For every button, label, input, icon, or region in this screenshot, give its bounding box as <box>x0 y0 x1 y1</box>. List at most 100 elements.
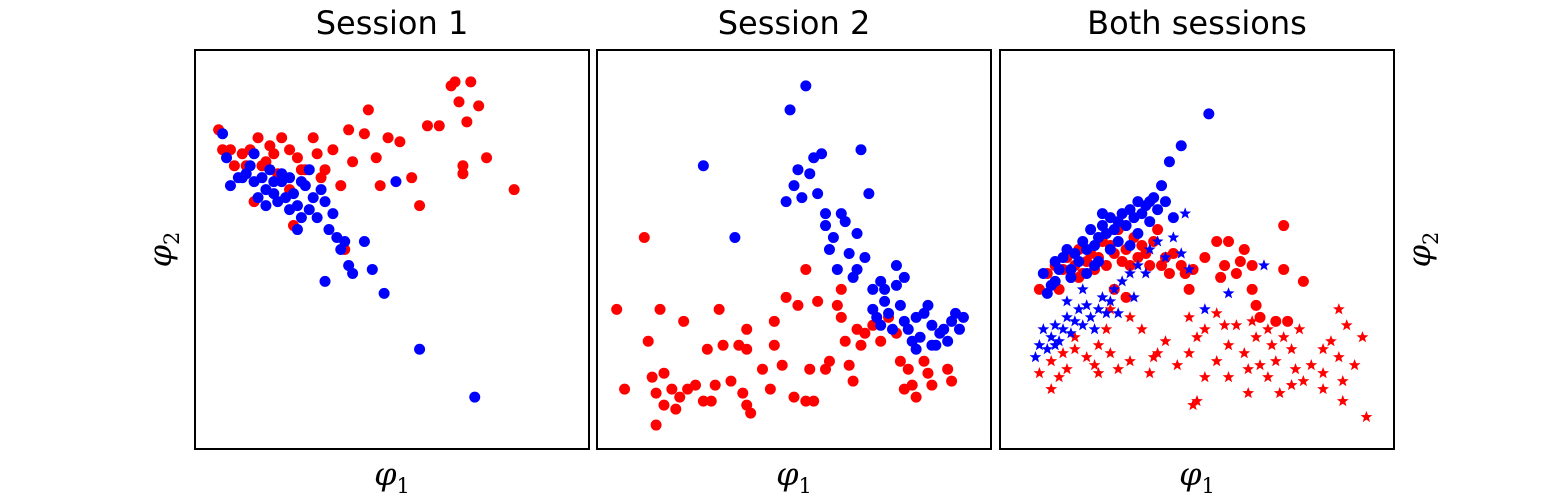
data-point-star <box>1132 259 1144 271</box>
data-point <box>658 399 670 411</box>
data-point <box>804 168 816 180</box>
data-point <box>705 395 717 407</box>
data-point <box>839 335 851 347</box>
data-point-star <box>1336 374 1349 387</box>
data-point <box>323 224 335 236</box>
data-point <box>768 315 780 327</box>
x-axis-label: φ1 <box>1179 455 1215 498</box>
data-point <box>1270 315 1282 327</box>
data-point-star <box>1159 251 1172 263</box>
data-point-star <box>1124 267 1136 279</box>
data-point <box>343 124 355 136</box>
data-point-star <box>1250 331 1262 343</box>
data-point <box>642 335 654 347</box>
series-red-circle <box>213 76 520 255</box>
data-point-star <box>1348 359 1361 371</box>
data-point-star <box>1191 331 1203 343</box>
data-point <box>1215 271 1227 283</box>
data-point-star <box>1317 343 1329 355</box>
data-point <box>1156 180 1168 192</box>
data-point <box>465 76 477 88</box>
data-point <box>1085 224 1097 236</box>
data-point <box>1120 220 1132 232</box>
data-point-star <box>1068 331 1081 343</box>
data-point <box>678 315 690 327</box>
data-point <box>1175 140 1187 152</box>
data-point-star <box>1112 307 1125 319</box>
data-point-star <box>1277 331 1290 343</box>
data-point-star <box>1317 382 1329 395</box>
data-point <box>847 375 859 387</box>
data-point-star <box>1112 363 1125 375</box>
data-point <box>918 355 930 367</box>
data-point <box>481 152 493 164</box>
data-point-star <box>1254 359 1266 371</box>
series-blue-circle <box>1037 108 1215 299</box>
data-point <box>394 136 406 148</box>
data-point-star <box>1171 359 1184 371</box>
data-point <box>800 263 812 275</box>
data-point <box>788 391 800 403</box>
data-point-star <box>1053 335 1065 347</box>
data-point-star <box>1045 382 1058 395</box>
data-point-star <box>1230 319 1243 331</box>
data-point <box>855 144 867 156</box>
data-point <box>792 299 804 311</box>
data-point-star <box>1360 410 1373 423</box>
data-point-star <box>1159 335 1172 347</box>
data-point <box>1112 236 1124 248</box>
data-point-star <box>1100 323 1113 335</box>
data-point <box>433 120 445 132</box>
data-point-star <box>1092 303 1105 315</box>
data-point-star <box>1045 331 1058 343</box>
data-point <box>1278 263 1290 275</box>
data-point-star <box>1124 355 1136 367</box>
data-point <box>745 407 757 419</box>
data-point <box>922 367 934 379</box>
data-point <box>843 359 855 371</box>
data-point <box>812 295 824 307</box>
data-point-star <box>1061 363 1073 375</box>
data-point <box>1297 275 1309 287</box>
data-point <box>820 208 832 220</box>
data-point <box>776 359 788 371</box>
data-point <box>839 216 851 228</box>
data-point <box>938 323 950 335</box>
data-point <box>1203 108 1215 120</box>
data-point-star <box>1187 398 1199 411</box>
data-point-star <box>1183 263 1196 275</box>
data-point <box>1152 224 1164 236</box>
data-point <box>228 160 240 172</box>
data-point-star <box>1092 366 1105 379</box>
data-point-star <box>1037 323 1050 335</box>
data-point <box>1163 156 1175 168</box>
series-blue-circle <box>697 80 969 355</box>
data-point <box>823 355 835 367</box>
data-point-star <box>1104 295 1117 307</box>
data-point <box>1065 263 1077 275</box>
data-point <box>855 339 867 351</box>
data-point-star <box>1033 339 1046 351</box>
data-point-star <box>1262 323 1274 335</box>
data-point-star <box>1068 315 1081 327</box>
data-point <box>1104 244 1116 255</box>
panel-2: Session 2 φ1 <box>596 4 992 498</box>
data-point <box>284 172 296 184</box>
data-point-star <box>1104 347 1117 359</box>
panel-1: Session 1 φ1 φ2 <box>141 4 590 498</box>
data-point <box>1089 259 1101 271</box>
data-point <box>953 323 965 335</box>
data-point-star <box>1080 351 1093 363</box>
data-point <box>619 383 631 395</box>
data-point-star <box>1265 339 1278 351</box>
data-point <box>327 144 339 156</box>
data-point <box>390 176 402 188</box>
data-point <box>1081 267 1093 279</box>
data-point <box>638 232 650 244</box>
data-point <box>1211 236 1223 248</box>
data-point-star <box>1262 370 1274 383</box>
data-point <box>1037 267 1049 279</box>
data-point-star <box>1065 327 1077 339</box>
data-point-star <box>1108 283 1121 295</box>
